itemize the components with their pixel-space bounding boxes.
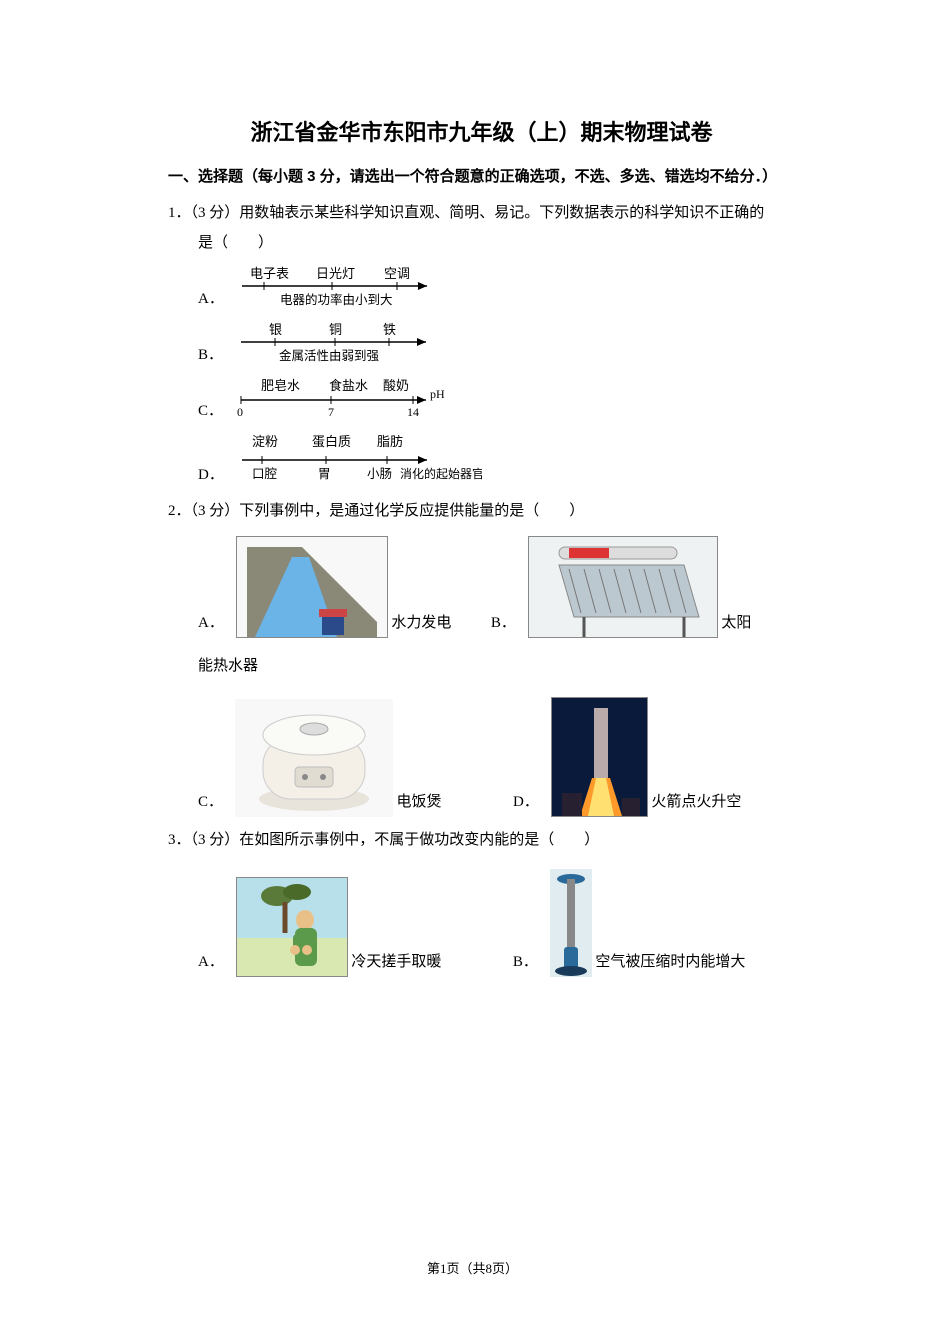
q2-number: 2． <box>168 503 191 519</box>
q2-b-image <box>528 536 718 638</box>
q2-option-c: C． 电饭煲 <box>198 699 442 817</box>
q2-a-caption: 水力发电 <box>391 615 451 631</box>
svg-text:铜: 铜 <box>329 322 342 337</box>
svg-text:肥皂水: 肥皂水 <box>261 378 300 393</box>
svg-text:pH: pH <box>430 387 445 401</box>
question-2: 2．（3 分）下列事例中，是通过化学反应提供能量的是（ ） A． 水力发电 B． <box>168 496 795 817</box>
section-header: 一、选择题（每小题 3 分，请选出一个符合题意的正确选项，不选、多选、错选均不给… <box>168 165 795 186</box>
q2-text: 下列事例中，是通过化学反应提供能量的是（ ） <box>239 503 584 519</box>
q1-option-c: C． 肥皂水 食盐水 酸奶 pH 0 7 14 <box>198 376 795 426</box>
svg-text:电器的功率由小到大: 电器的功率由小到大 <box>280 292 393 307</box>
svg-text:脂肪: 脂肪 <box>377 434 403 449</box>
q3-b-image <box>550 869 592 977</box>
svg-text:口腔: 口腔 <box>252 466 277 481</box>
q1-option-a: A． 电子表 日光灯 空调 电器的功率由小到大 <box>198 264 795 314</box>
svg-text:蛋白质: 蛋白质 <box>312 434 351 449</box>
q2-option-b: B． <box>491 536 752 638</box>
svg-text:铁: 铁 <box>383 322 396 337</box>
question-3: 3．（3 分）在如图所示事例中，不属于做功改变内能的是（ ） A． 冷天 <box>168 825 795 977</box>
q3-a-label: A． <box>198 954 224 970</box>
q2-option-a: A． 水力发电 <box>198 536 451 638</box>
page-footer: 第1页（共8页） <box>0 1258 945 1277</box>
exam-title: 浙江省金华市东阳市九年级（上）期末物理试卷 <box>168 115 795 147</box>
q2-b-caption-cont: 能热水器 <box>198 650 795 683</box>
q1-option-d: D． 淀粉 蛋白质 脂肪 口腔 胃 小肠 消化的起始器官 <box>198 432 795 490</box>
q1-a-axis-diagram: 电子表 日光灯 空调 电器的功率由小到大 <box>232 264 442 314</box>
q2-points: （3 分） <box>191 503 240 519</box>
q2-a-label: A． <box>198 615 224 631</box>
q3-b-caption: 空气被压缩时内能增大 <box>595 954 745 970</box>
svg-text:日光灯: 日光灯 <box>316 266 355 281</box>
q2-a-image <box>236 536 388 638</box>
q2-row1: A． 水力发电 B． <box>198 536 795 638</box>
q2-row2: C． 电饭煲 D． <box>198 697 795 817</box>
svg-text:14: 14 <box>407 405 419 419</box>
svg-text:0: 0 <box>237 405 243 419</box>
svg-text:金属活性由弱到强: 金属活性由弱到强 <box>279 348 380 363</box>
q3-option-b: B． 空气被压缩时内能增大 <box>513 869 746 977</box>
q2-c-caption: 电饭煲 <box>397 794 442 810</box>
q1-number: 1． <box>168 205 191 221</box>
svg-text:食盐水: 食盐水 <box>329 378 368 393</box>
q3-option-a: A． 冷天搓手取暖 <box>198 877 441 977</box>
q3-number: 3． <box>168 832 191 848</box>
q2-b-caption: 太阳 <box>721 615 751 631</box>
q1-d-axis-diagram: 淀粉 蛋白质 脂肪 口腔 胃 小肠 消化的起始器官 <box>232 432 482 490</box>
svg-text:小肠: 小肠 <box>367 467 392 481</box>
q1-text1: 用数轴表示某些科学知识直观、简明、易记。下列数据表示的科学知识不正确的 <box>239 205 764 221</box>
q3-points: （3 分） <box>191 832 240 848</box>
svg-text:银: 银 <box>269 322 282 337</box>
q1-points: （3 分） <box>191 205 240 221</box>
q2-b-label: B． <box>491 615 516 631</box>
q3-b-label: B． <box>513 954 538 970</box>
svg-text:消化的起始器官: 消化的起始器官 <box>400 466 482 481</box>
q3-text: 在如图所示事例中，不属于做功改变内能的是（ ） <box>239 832 599 848</box>
svg-text:酸奶: 酸奶 <box>383 378 409 393</box>
question-1: 1．（3 分）用数轴表示某些科学知识直观、简明、易记。下列数据表示的科学知识不正… <box>168 198 795 490</box>
svg-text:胃: 胃 <box>318 467 331 481</box>
q2-d-caption: 火箭点火升空 <box>651 794 741 810</box>
q3-a-image <box>236 877 348 977</box>
q3-a-caption: 冷天搓手取暖 <box>351 954 441 970</box>
svg-text:电子表: 电子表 <box>250 266 289 281</box>
q1-a-label: A． <box>198 284 224 314</box>
q1-c-axis-diagram: 肥皂水 食盐水 酸奶 pH 0 7 14 <box>231 376 451 426</box>
svg-text:空调: 空调 <box>384 266 410 281</box>
svg-text:淀粉: 淀粉 <box>252 434 278 449</box>
q2-c-label: C． <box>198 794 223 810</box>
svg-text:7: 7 <box>328 405 334 419</box>
q1-option-b: B． 银 铜 铁 金属活性由弱到强 <box>198 320 795 370</box>
q2-option-d: D． 火箭点火升空 <box>513 697 741 817</box>
q2-c-image <box>235 699 393 817</box>
q1-b-axis-diagram: 银 铜 铁 金属活性由弱到强 <box>231 320 441 370</box>
q1-b-label: B． <box>198 340 223 370</box>
q1-c-label: C． <box>198 396 223 426</box>
q2-d-image <box>551 697 648 817</box>
q1-d-label: D． <box>198 460 224 490</box>
q1-text2: 是（ ） <box>198 235 273 251</box>
q2-d-label: D． <box>513 794 539 810</box>
